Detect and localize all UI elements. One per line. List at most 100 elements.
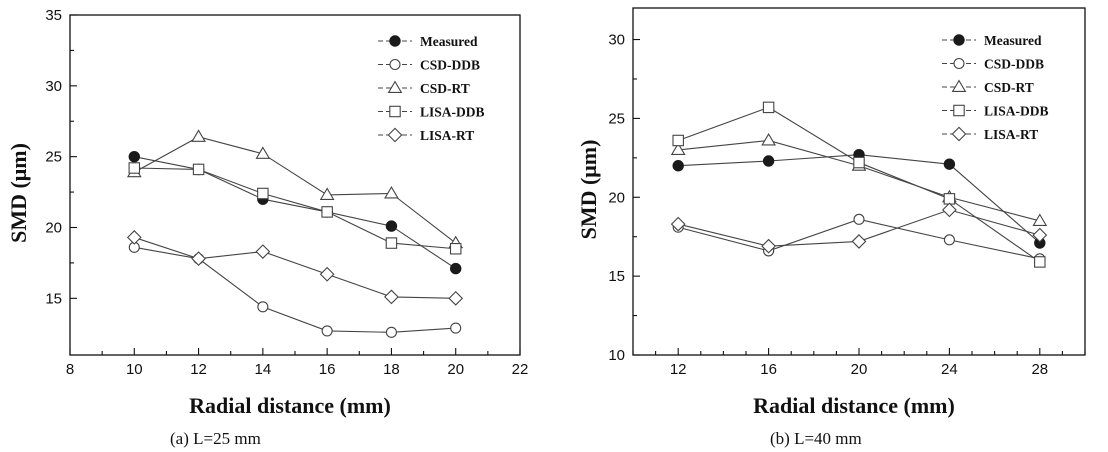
x-tick-label: 16 xyxy=(319,361,336,378)
legend: Measured CSD-DDB CSD-RT LISA-DDB LISA-RT xyxy=(942,33,1049,142)
x-axis-label: Radial distance (mm) xyxy=(753,393,955,418)
x-axis-label: Radial distance (mm) xyxy=(189,393,391,418)
series-csd-ddb xyxy=(128,241,462,338)
data-point xyxy=(943,158,956,170)
x-tick-label: 24 xyxy=(941,361,958,378)
legend-label: LISA-RT xyxy=(984,127,1038,142)
data-point xyxy=(319,187,335,200)
data-point xyxy=(385,326,397,338)
data-point xyxy=(192,163,205,176)
data-point xyxy=(942,202,957,218)
series-line xyxy=(134,236,456,299)
data-point xyxy=(255,146,271,159)
data-point xyxy=(128,150,140,163)
legend-label: LISA-DDB xyxy=(420,105,485,120)
legend-label: CSD-DDB xyxy=(984,57,1044,72)
legend-marker xyxy=(389,58,401,71)
data-point xyxy=(384,186,399,199)
data-point xyxy=(672,160,684,172)
series-lisa-ddb xyxy=(128,162,462,255)
data-point xyxy=(128,162,141,174)
series-line xyxy=(134,156,457,270)
legend-marker xyxy=(953,57,965,70)
x-tick-label: 14 xyxy=(255,361,272,378)
data-point xyxy=(1034,256,1046,268)
x-tick-label: 12 xyxy=(670,361,687,378)
legend-label: CSD-RT xyxy=(984,80,1034,95)
y-tick-label: 20 xyxy=(45,220,62,237)
chart-panel-b: 12 16 20 24 28 10 15 20 25 30 SMD (μm) Radial dista… xyxy=(576,7,1086,448)
data-point xyxy=(319,266,335,282)
chart-panel-a: 8 10 12 14 16 18 20 22 15 20 25 30 35 SMD (μm) Radial … xyxy=(6,7,528,448)
data-point xyxy=(255,244,271,259)
data-point xyxy=(1032,227,1048,243)
data-point xyxy=(385,237,398,249)
legend-marker xyxy=(951,79,967,93)
data-point xyxy=(943,234,955,246)
y-tick-label: 25 xyxy=(608,110,625,127)
x-tick-label: 18 xyxy=(383,361,400,378)
y-axis-label: SMD (μm) xyxy=(6,143,31,243)
data-point xyxy=(450,262,462,275)
data-point xyxy=(321,206,333,218)
data-point xyxy=(761,133,776,146)
legend-marker xyxy=(387,127,403,143)
data-point xyxy=(1032,213,1048,226)
data-point xyxy=(191,251,206,267)
legend-marker xyxy=(389,105,401,118)
x-tick-label: 16 xyxy=(760,361,777,378)
legend-marker xyxy=(953,34,965,46)
data-point xyxy=(448,290,464,306)
series-measured xyxy=(672,148,1046,249)
legend-marker xyxy=(389,35,401,47)
x-tick-label: 28 xyxy=(1031,361,1048,378)
data-point xyxy=(257,187,269,200)
data-point xyxy=(853,213,865,225)
data-point xyxy=(762,155,775,167)
legend-label: Measured xyxy=(984,33,1042,48)
data-point xyxy=(670,216,686,232)
y-tick-label: 30 xyxy=(608,32,625,49)
series-lisa-rt xyxy=(670,202,1048,254)
data-point xyxy=(762,101,775,114)
y-tick-label: 10 xyxy=(608,347,625,364)
y-tick-label: 25 xyxy=(45,149,62,166)
legend-marker xyxy=(953,104,965,117)
series-csd-rt xyxy=(126,129,464,249)
x-tick-label: 20 xyxy=(447,361,464,378)
y-tick-label: 20 xyxy=(608,189,625,206)
x-tick-label: 8 xyxy=(66,361,74,378)
data-point xyxy=(257,301,269,313)
y-tick-label: 35 xyxy=(45,7,62,24)
data-point xyxy=(943,193,956,205)
y-tick-label: 30 xyxy=(45,78,62,95)
legend-label: CSD-RT xyxy=(420,81,470,96)
data-point xyxy=(851,234,867,249)
legend-label: Measured xyxy=(420,34,478,49)
data-point xyxy=(191,129,206,142)
data-point xyxy=(449,243,462,255)
y-tick-label: 15 xyxy=(45,290,62,307)
series-line xyxy=(134,136,457,244)
legend: Measured CSD-DDB CSD-RT LISA-DDB LISA-RT xyxy=(378,34,485,143)
series-lisa-rt xyxy=(126,230,464,306)
data-point xyxy=(385,220,398,232)
series-lisa-ddb xyxy=(672,101,1046,268)
legend-label: CSD-DDB xyxy=(420,58,480,73)
legend-marker xyxy=(387,80,403,94)
data-point xyxy=(384,289,399,305)
series-line xyxy=(134,167,456,250)
legend-marker xyxy=(951,126,967,142)
data-point xyxy=(670,142,686,155)
y-axis-label: SMD (μm) xyxy=(576,140,601,240)
data-point xyxy=(672,134,684,147)
data-point xyxy=(761,238,776,254)
x-tick-label: 12 xyxy=(190,361,207,378)
x-tick-label: 20 xyxy=(851,361,868,378)
x-tick-label: 10 xyxy=(126,361,143,378)
y-tick-label: 15 xyxy=(608,268,625,285)
legend-label: LISA-DDB xyxy=(984,104,1049,119)
x-tick-label: 22 xyxy=(512,361,529,378)
series-csd-rt xyxy=(670,133,1048,226)
